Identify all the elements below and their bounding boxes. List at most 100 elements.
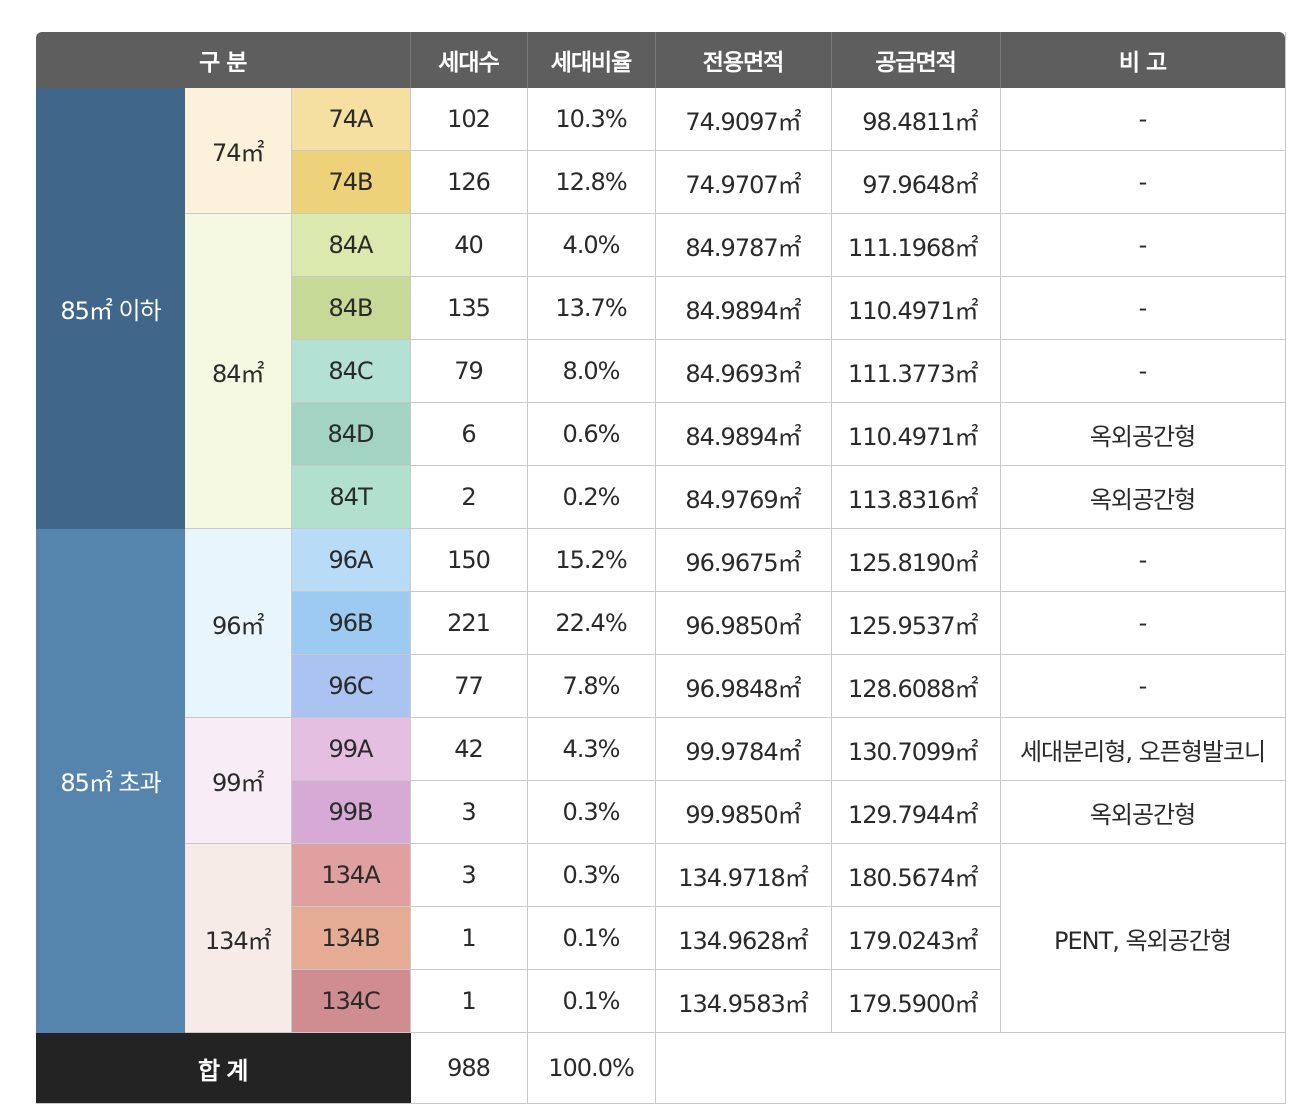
exclusive-area-cell: 99.9850㎡ — [655, 780, 832, 844]
table-row: 84D 6 0.6% 84.9894㎡ 110.4971㎡ 옥외공간형 — [36, 402, 1286, 466]
supply-area-cell: 130.7099㎡ — [831, 717, 1001, 781]
ratio-cell: 0.3% — [527, 780, 656, 844]
size-84: 84㎡ — [185, 213, 292, 529]
type-cell: 96C — [291, 654, 411, 718]
remark-cell: 옥외공간형 — [1000, 402, 1286, 466]
table-row: 134㎡ 134A 3 0.3% 134.9718㎡ 180.5674㎡ PEN… — [36, 843, 1286, 1033]
exclusive-area-cell: 96.9848㎡ — [655, 654, 832, 718]
type-cell: 84T — [291, 465, 411, 529]
type-cell: 99B — [291, 780, 411, 844]
households-cell: 40 — [410, 213, 528, 277]
remark-cell: 세대분리형, 오픈형발코니 — [1000, 717, 1286, 781]
ratio-cell: 12.8% — [527, 150, 656, 214]
supply-area-cell: 180.5674㎡ — [831, 843, 1001, 907]
remark-cell: - — [1000, 88, 1286, 151]
exclusive-area-cell: 134.9718㎡ — [655, 843, 832, 907]
exclusive-area-cell: 74.9097㎡ — [655, 88, 832, 151]
supply-area-cell: 179.5900㎡ — [831, 969, 1001, 1033]
total-label: 합 계 — [36, 1032, 411, 1104]
exclusive-area-cell: 84.9693㎡ — [655, 339, 832, 403]
supply-area-cell: 111.3773㎡ — [831, 339, 1001, 403]
table-row: 96C 77 7.8% 96.9848㎡ 128.6088㎡ - — [36, 654, 1286, 718]
type-cell: 96B — [291, 591, 411, 655]
type-cell: 84D — [291, 402, 411, 466]
supply-area-cell: 129.7944㎡ — [831, 780, 1001, 844]
header-households: 세대수 — [410, 32, 528, 88]
supply-area-cell: 98.4811㎡ — [831, 88, 1001, 151]
supply-area-cell: 125.8190㎡ — [831, 528, 1001, 592]
type-cell: 84C — [291, 339, 411, 403]
table-row: 84B 135 13.7% 84.9894㎡ 110.4971㎡ - — [36, 276, 1286, 340]
type-cell: 96A — [291, 528, 411, 592]
remark-cell: - — [1000, 528, 1286, 592]
table-row: 84㎡ 84A 40 4.0% 84.9787㎡ 111.1968㎡ - — [36, 213, 1286, 529]
table-row: 85㎡ 이하 74㎡ 74A 102 10.3% 74.9097㎡ 98.481… — [36, 88, 1286, 529]
supply-area-cell: 110.4971㎡ — [831, 402, 1001, 466]
remark-cell-merged: PENT, 옥외공간형 — [1000, 843, 1286, 1033]
remark-cell: - — [1000, 654, 1286, 718]
type-cell: 74B — [291, 150, 411, 214]
ratio-cell: 0.2% — [527, 465, 656, 529]
exclusive-area-cell: 84.9894㎡ — [655, 402, 832, 466]
exclusive-area-cell: 84.9769㎡ — [655, 465, 832, 529]
group-under-85: 85㎡ 이하 — [36, 88, 185, 529]
households-cell: 6 — [410, 402, 528, 466]
total-empty — [655, 1032, 1286, 1104]
header-supply-area: 공급면적 — [831, 32, 1001, 88]
header-remarks: 비 고 — [1000, 32, 1286, 88]
exclusive-area-cell: 96.9850㎡ — [655, 591, 832, 655]
table-row: 134B 1 0.1% 134.9628㎡ 179.0243㎡ — [36, 906, 1285, 970]
remark-cell: 옥외공간형 — [1000, 780, 1286, 844]
remark-cell: - — [1000, 150, 1286, 214]
table-row: 134C 1 0.1% 134.9583㎡ 179.5900㎡ — [36, 969, 1285, 1033]
ratio-cell: 0.1% — [527, 969, 656, 1033]
supply-area-cell: 111.1968㎡ — [831, 213, 1001, 277]
header-exclusive-area: 전용면적 — [655, 32, 832, 88]
exclusive-area-cell: 74.9707㎡ — [655, 150, 832, 214]
type-cell: 134A — [291, 843, 411, 907]
type-cell: 134B — [291, 906, 411, 970]
remark-cell: - — [1000, 276, 1286, 340]
remark-cell: - — [1000, 339, 1286, 403]
households-cell: 135 — [410, 276, 528, 340]
ratio-cell: 10.3% — [527, 88, 656, 151]
supply-area-cell: 110.4971㎡ — [831, 276, 1001, 340]
exclusive-area-cell: 134.9628㎡ — [655, 906, 832, 970]
supply-area-cell: 128.6088㎡ — [831, 654, 1001, 718]
ratio-cell: 13.7% — [527, 276, 656, 340]
size-74: 74㎡ — [185, 88, 292, 214]
total-households: 988 — [410, 1032, 528, 1104]
size-96: 96㎡ — [185, 528, 292, 718]
ratio-cell: 7.8% — [527, 654, 656, 718]
remark-cell: 옥외공간형 — [1000, 465, 1286, 529]
supply-area-cell: 113.8316㎡ — [831, 465, 1001, 529]
table-row: 74B 126 12.8% 74.9707㎡ 97.9648㎡ - — [36, 150, 1286, 214]
households-cell: 1 — [410, 906, 528, 970]
table-row: 84C 79 8.0% 84.9693㎡ 111.3773㎡ - — [36, 339, 1286, 403]
exclusive-area-cell: 99.9784㎡ — [655, 717, 832, 781]
households-cell: 3 — [410, 843, 528, 907]
group-over-85: 85㎡ 초과 — [36, 528, 185, 1033]
households-cell: 2 — [410, 465, 528, 529]
exclusive-area-cell: 84.9894㎡ — [655, 276, 832, 340]
households-cell: 79 — [410, 339, 528, 403]
size-99: 99㎡ — [185, 717, 292, 844]
exclusive-area-cell: 134.9583㎡ — [655, 969, 832, 1033]
type-cell: 134C — [291, 969, 411, 1033]
type-cell: 84B — [291, 276, 411, 340]
type-cell: 99A — [291, 717, 411, 781]
total-row: 합 계 988 100.0% — [36, 1032, 1286, 1104]
header-row: 구 분 세대수 세대비율 전용면적 공급면적 비 고 — [36, 32, 1286, 88]
table-row: 96B 221 22.4% 96.9850㎡ 125.9537㎡ - — [36, 591, 1286, 655]
ratio-cell: 4.3% — [527, 717, 656, 781]
exclusive-area-cell: 84.9787㎡ — [655, 213, 832, 277]
table-row: 99B 3 0.3% 99.9850㎡ 129.7944㎡ 옥외공간형 — [36, 780, 1286, 844]
households-cell: 102 — [410, 88, 528, 151]
header-ratio: 세대비율 — [527, 32, 656, 88]
ratio-cell: 8.0% — [527, 339, 656, 403]
unit-type-table: 구 분 세대수 세대비율 전용면적 공급면적 비 고 85㎡ 이하 74㎡ 74… — [36, 32, 1286, 1104]
size-134: 134㎡ — [185, 843, 292, 1033]
total-ratio: 100.0% — [527, 1032, 656, 1104]
ratio-cell: 4.0% — [527, 213, 656, 277]
households-cell: 126 — [410, 150, 528, 214]
